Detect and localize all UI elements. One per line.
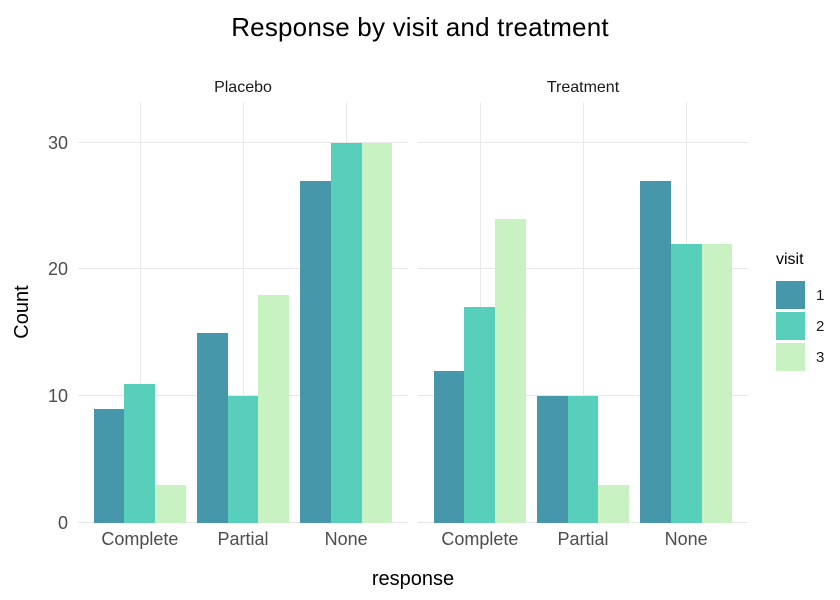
bar [155,484,187,523]
legend-entry: 3 [776,343,824,371]
bar [670,244,702,523]
bar [196,332,228,523]
y-axis-title: Count [11,285,33,339]
y-tick-label: 20 [47,259,68,280]
facet-panel [418,102,748,523]
x-tick-label: Partial [557,529,609,549]
bar [464,307,496,523]
legend-key-swatch [776,343,805,371]
bar-group [433,102,527,523]
x-tick-label: Complete [101,529,179,549]
bar [299,180,331,523]
bar-group [196,102,290,523]
bar [124,383,156,523]
legend-entries: 1 2 3 [776,281,824,371]
bar [495,218,527,523]
bar-group [299,102,393,523]
bar [330,142,362,523]
bar [639,180,671,523]
bar-group [93,102,187,523]
x-tick-label: Partial [217,529,269,549]
legend-title: visit [776,251,804,268]
facet-strip-label: Placebo [214,79,272,96]
bar [701,244,733,523]
bar [536,396,568,523]
facet-strip-label: Treatment [546,79,620,96]
legend-entry: 1 [776,281,824,309]
chart-title: Response by visit and treatment [231,12,609,42]
bar-group [639,102,733,523]
legend-entry: 2 [776,312,824,340]
legend-entry-label: 1 [816,286,825,304]
x-gridline [139,102,141,523]
y-tick-label: 0 [57,513,68,533]
x-gridline [583,102,584,523]
y-tick-label: 30 [47,132,68,153]
x-tick-label: Complete [441,529,519,549]
x-gridline [243,102,244,523]
bar [227,396,259,523]
bar [93,408,125,523]
legend-entry-label: 3 [816,348,825,366]
bar [598,484,630,523]
legend-key-swatch [776,312,805,340]
bar [258,294,290,523]
y-tick-label: 10 [47,386,68,407]
legend-key-swatch [776,281,805,309]
x-axis-title: response [371,568,455,590]
x-tick-label: None [324,529,368,549]
bar [433,370,465,523]
bar-group [536,102,630,523]
legend: visit 1 2 3 [776,251,824,374]
bar [361,142,393,523]
facet-panel [78,102,408,523]
x-tick-label: None [664,529,708,549]
legend-entry-label: 2 [816,317,825,335]
bar [567,396,599,523]
